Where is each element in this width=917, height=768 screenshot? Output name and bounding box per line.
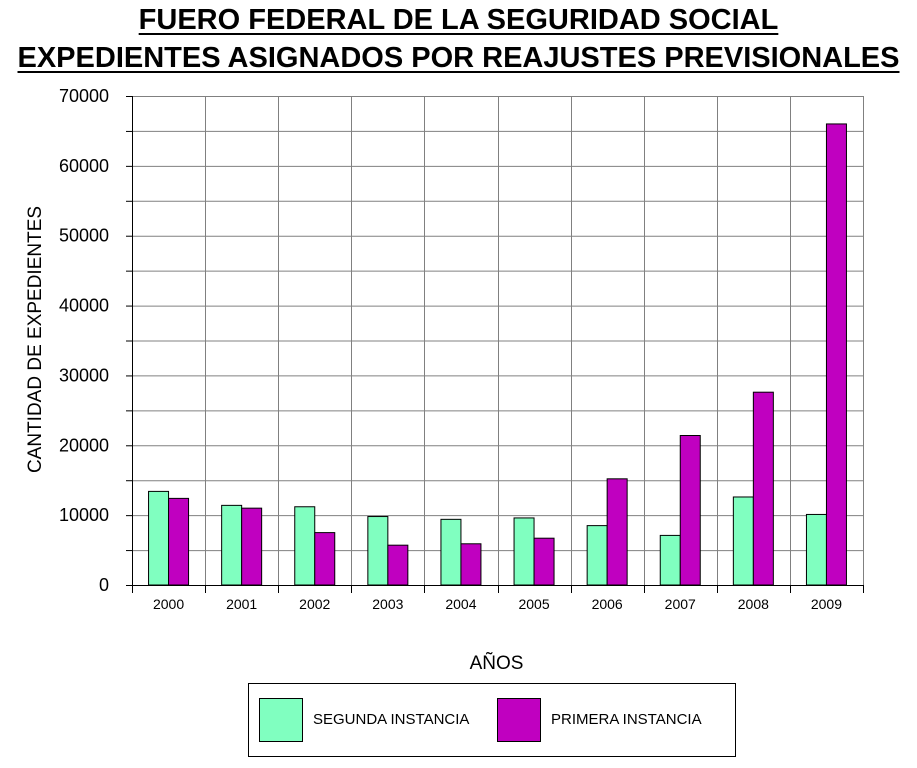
- bar-primera-2008: [752, 391, 774, 586]
- x-tick-label: 2001: [226, 596, 257, 612]
- y-tick-label: 60000: [59, 156, 109, 176]
- legend: SEGUNDA INSTANCIA PRIMERA INSTANCIA: [248, 683, 736, 757]
- bar-primera-2002: [314, 532, 336, 586]
- y-tick-label: 10000: [59, 505, 109, 525]
- x-tick-label: 2000: [153, 596, 184, 612]
- bar-primera-2004: [460, 543, 482, 586]
- bar-primera-2001: [241, 507, 263, 586]
- y-axis-label: CANTIDAD DE EXPEDIENTES: [25, 206, 46, 473]
- bar-segunda-2007: [659, 534, 681, 586]
- bar-segunda-2003: [367, 516, 389, 586]
- x-tick-label: 2005: [518, 596, 549, 612]
- x-tick-label: 2002: [299, 596, 330, 612]
- y-tick-label: 70000: [59, 86, 109, 106]
- bar-segunda-2008: [732, 496, 754, 586]
- legend-swatch-segunda: [259, 698, 303, 742]
- x-tick-label: 2007: [665, 596, 696, 612]
- x-tick-label: 2004: [445, 596, 476, 612]
- legend-label-segunda: SEGUNDA INSTANCIA: [313, 711, 470, 728]
- x-tick-label: 2003: [372, 596, 403, 612]
- y-tick-label: 0: [99, 575, 109, 595]
- bar-primera-2009: [825, 123, 847, 586]
- bar-segunda-2000: [148, 490, 170, 586]
- x-axis-label: AÑOS: [470, 652, 524, 674]
- bar-segunda-2004: [440, 518, 462, 586]
- chart-title: FUERO FEDERAL DE LA SEGURIDAD SOCIAL: [138, 4, 779, 36]
- bar-primera-2005: [533, 537, 555, 586]
- bar-segunda-2002: [294, 506, 316, 586]
- x-tick-label: 2006: [592, 596, 623, 612]
- bar-segunda-2009: [805, 513, 827, 586]
- bar-primera-2006: [606, 478, 628, 586]
- chart-subtitle: EXPEDIENTES ASIGNADOS POR REAJUSTES PREV…: [17, 42, 900, 74]
- y-tick-label: 30000: [59, 365, 109, 385]
- bar-primera-2007: [679, 435, 701, 586]
- bar-segunda-2005: [513, 517, 535, 586]
- bar-primera-2003: [387, 544, 409, 586]
- y-tick-label: 20000: [59, 435, 109, 455]
- x-tick-label: 2008: [738, 596, 769, 612]
- bar-segunda-2001: [221, 504, 243, 586]
- bar-segunda-2006: [586, 525, 608, 586]
- y-tick-label: 40000: [59, 296, 109, 316]
- y-tick-label: 50000: [59, 226, 109, 246]
- bar-primera-2000: [168, 497, 190, 586]
- legend-label-primera: PRIMERA INSTANCIA: [551, 711, 702, 728]
- x-tick-label: 2009: [811, 596, 842, 612]
- legend-swatch-primera: [497, 698, 541, 742]
